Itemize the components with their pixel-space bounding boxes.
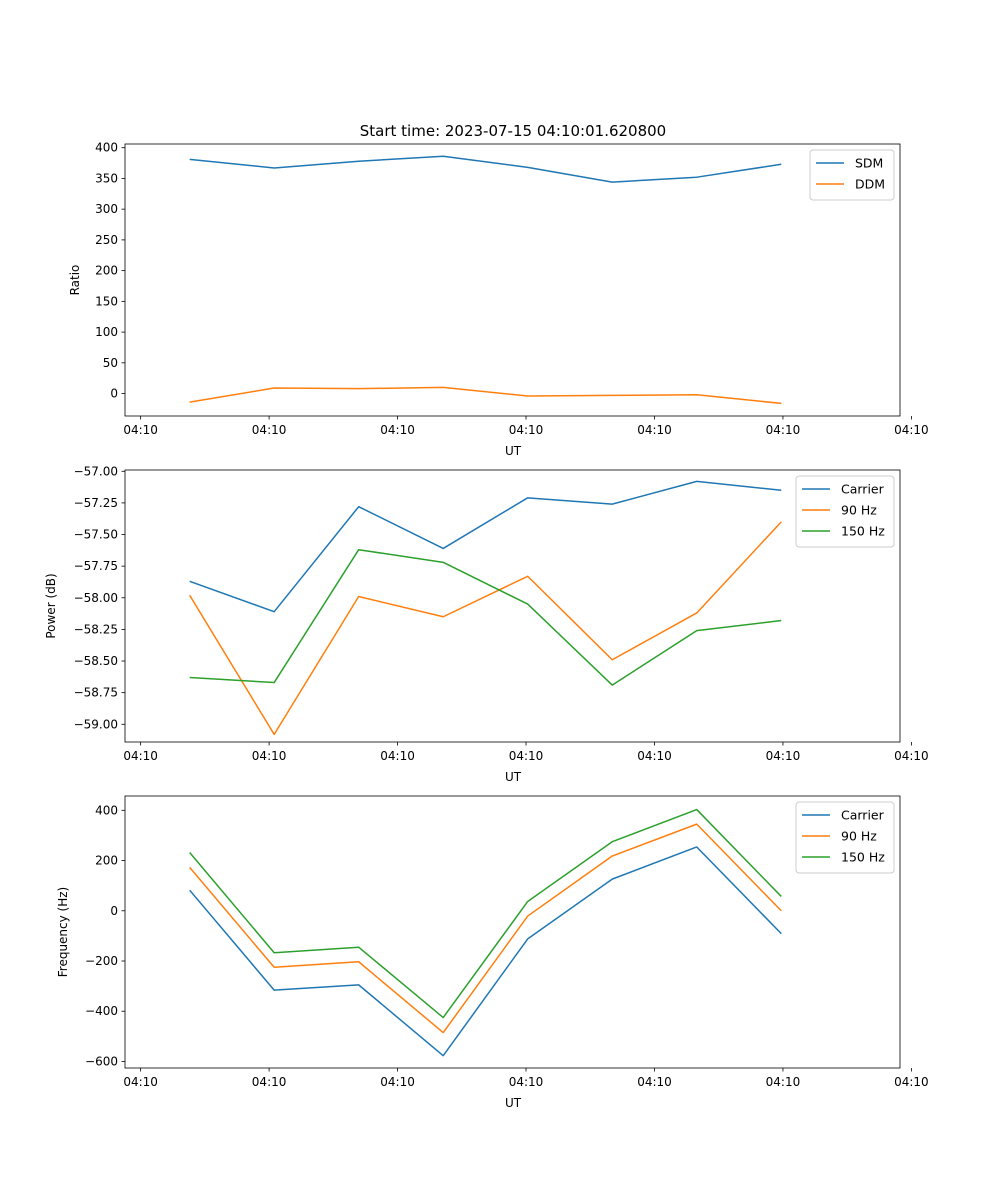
legend-box (795, 801, 895, 874)
y-axis-label: Ratio (68, 265, 82, 296)
y-tick-label: −400 (85, 1004, 118, 1018)
legend-label: 150 Hz (841, 850, 885, 865)
x-tick-label: 04:10 (766, 1075, 801, 1089)
x-tick-label: 04:10 (894, 749, 929, 763)
x-tick-label: 04:10 (252, 1075, 287, 1089)
y-tick-label: −57.00 (74, 464, 118, 478)
x-tick-label: 04:10 (637, 749, 672, 763)
y-tick-label: 150 (95, 294, 118, 308)
x-tick-label: 04:10 (380, 1075, 415, 1089)
x-tick-label: 04:10 (252, 423, 287, 437)
legend: Carrier 90 Hz 150 Hz (795, 475, 895, 548)
y-tick-label: −59.00 (74, 717, 118, 731)
y-tick-label: 350 (95, 171, 118, 185)
y-tick-label: −58.00 (74, 591, 118, 605)
y-tick-label: −200 (85, 954, 118, 968)
y-tick-label: −600 (85, 1054, 118, 1068)
x-tick-label: 04:10 (637, 423, 672, 437)
legend-label: 90 Hz (841, 503, 877, 518)
x-tick-label: 04:10 (380, 423, 415, 437)
legend-label: SDM (855, 156, 883, 171)
x-tick-label: 04:10 (252, 749, 287, 763)
legend-label: Carrier (841, 808, 885, 823)
x-tick-label: 04:10 (380, 749, 415, 763)
subplot-3: 04:10 04:10 04:10 04:10 04:10 04:10 04:10 −600 −… (56, 795, 929, 1110)
series-line-150-hz (189, 548, 782, 686)
legend-label: 150 Hz (841, 524, 885, 539)
x-tick-label: 04:10 (766, 423, 801, 437)
x-tick-label: 04:10 (123, 423, 158, 437)
figure-title: Start time: 2023-07-15 04:10:01.620800 (360, 122, 666, 140)
y-tick-label: 0 (110, 387, 118, 401)
y-tick-label: −57.25 (74, 496, 118, 510)
legend-label: Carrier (841, 482, 885, 497)
x-axis-label: UT (505, 770, 522, 784)
legend: Carrier 90 Hz 150 Hz (795, 801, 895, 874)
y-tick-label: 100 (95, 325, 118, 339)
x-tick-label: 04:10 (894, 423, 929, 437)
axes-frame (124, 143, 901, 417)
y-axis-label: Power (dB) (44, 573, 58, 638)
series-line-carrier (189, 846, 782, 1057)
y-tick-label: 50 (103, 356, 118, 370)
subplots: 04:10 04:10 04:10 04:10 04:10 04:10 04:10 0 50 10… (44, 141, 929, 1110)
subplot-1: 04:10 04:10 04:10 04:10 04:10 04:10 04:10 0 50 10… (68, 141, 929, 458)
subplot-2: 04:10 04:10 04:10 04:10 04:10 04:10 04:10 −59.0… (44, 464, 929, 784)
axes-frame (124, 795, 901, 1069)
y-tick-label: 400 (95, 803, 118, 817)
legend-label: 90 Hz (841, 829, 877, 844)
series-line-carrier (189, 480, 782, 613)
y-axis-label: Frequency (Hz) (56, 887, 70, 978)
y-tick-label: 0 (110, 904, 118, 918)
x-tick-label: 04:10 (123, 1075, 158, 1089)
y-tick-label: 400 (95, 141, 118, 155)
x-tick-label: 04:10 (637, 1075, 672, 1089)
x-tick-label: 04:10 (766, 749, 801, 763)
y-tick-label: 200 (95, 264, 118, 278)
y-tick-label: 200 (95, 854, 118, 868)
y-tick-label: −58.25 (74, 622, 118, 636)
series-line-90-hz (189, 521, 782, 736)
x-axis-label: UT (505, 1096, 522, 1110)
legend: SDM DDM (809, 149, 895, 201)
y-tick-label: −57.75 (74, 559, 118, 573)
y-tick-label: 300 (95, 202, 118, 216)
x-tick-label: 04:10 (509, 1075, 544, 1089)
y-tick-label: −58.50 (74, 654, 118, 668)
x-tick-label: 04:10 (894, 1075, 929, 1089)
x-tick-label: 04:10 (509, 749, 544, 763)
legend-box (795, 475, 895, 548)
x-tick-label: 04:10 (123, 749, 158, 763)
series-line-sdm (189, 155, 782, 183)
series-line-90-hz (189, 823, 782, 1034)
y-tick-label: −57.50 (74, 528, 118, 542)
series-line-ddm (189, 386, 782, 405)
x-axis-label: UT (505, 444, 522, 458)
axes-frame (124, 469, 901, 743)
legend-label: DDM (855, 177, 885, 192)
x-tick-label: 04:10 (509, 423, 544, 437)
y-tick-label: −58.75 (74, 686, 118, 700)
series-line-150-hz (189, 808, 782, 1019)
y-tick-label: 250 (95, 233, 118, 247)
